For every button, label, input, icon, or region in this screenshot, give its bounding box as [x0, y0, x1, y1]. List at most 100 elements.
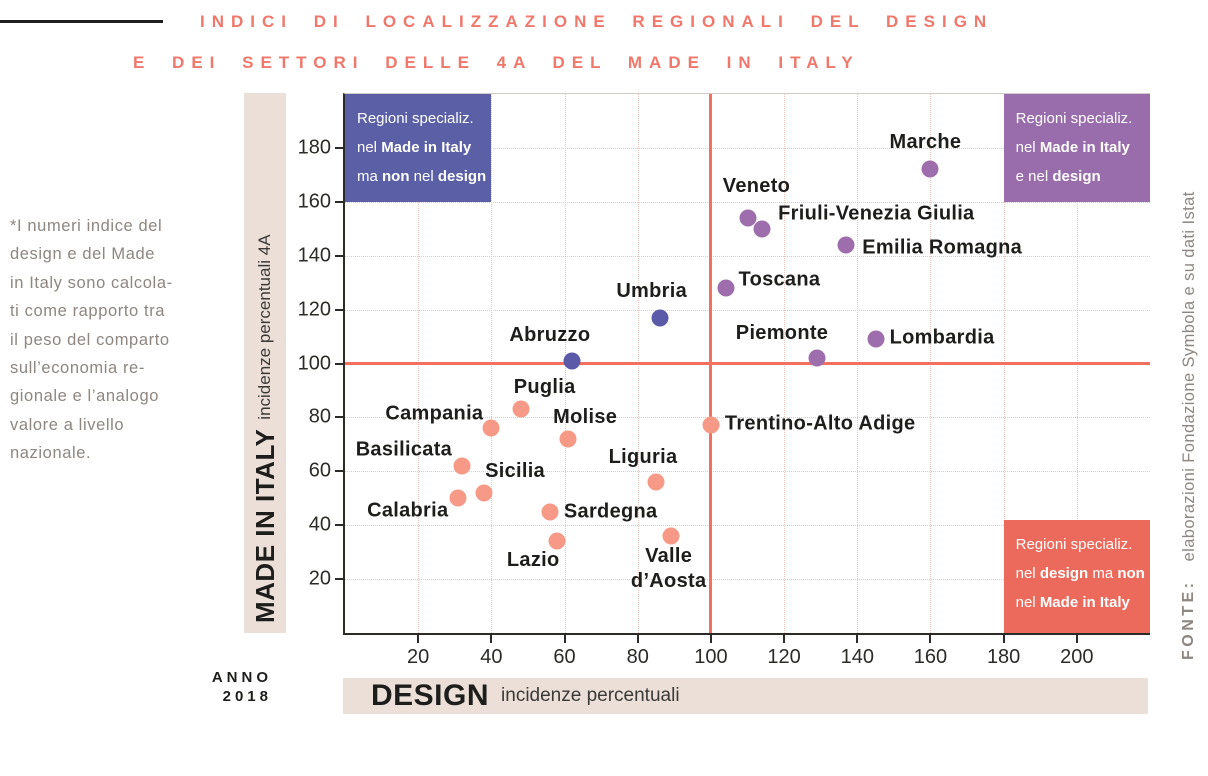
year-caption-label: ANNO — [211, 669, 272, 686]
grid-line-horizontal — [345, 471, 1150, 473]
x-tick-label: 120 — [767, 646, 801, 668]
quadrant-box-bottom-right: Regioni specializ. nel design ma non nel M… — [1003, 519, 1150, 633]
y-axis-label: MADE IN ITALY incidenze percentuali 4A — [244, 93, 286, 633]
year-caption-value: 2018 — [222, 688, 272, 705]
y-tick-label: 180 — [297, 136, 331, 159]
region-label: Campania — [385, 402, 484, 425]
y-axis-tick — [335, 524, 343, 527]
data-point-puglia — [512, 400, 530, 418]
grid-line-horizontal — [345, 201, 1150, 203]
x-tick-label: 140 — [840, 646, 874, 668]
x-axis-tick — [490, 635, 493, 643]
quadrant-box-line: Regioni specializ. — [1015, 110, 1133, 127]
region-label: Calabria — [367, 499, 449, 522]
region-label: Abruzzo — [509, 323, 591, 346]
region-label: Toscana — [738, 268, 821, 291]
y-tick-label: 20 — [308, 567, 331, 590]
source-text: elaborazioni Fondazione Symbola e su dat… — [1179, 191, 1198, 562]
quadrant-box-top-right: Regioni specializ. nel Made in Italy e nel… — [1003, 94, 1150, 202]
y-axis-title: MADE IN ITALY — [249, 428, 280, 623]
data-point-marche — [921, 160, 939, 178]
source-strip: FONTE: elaborazioni Fondazione Symbola e… — [1170, 82, 1208, 660]
data-point-piemonte — [808, 349, 826, 367]
chart-title-line-2: E DEI SETTORI DELLE 4A DEL MADE IN ITALY — [133, 53, 860, 72]
y-axis-tick — [335, 362, 343, 365]
region-label: Piemonte — [735, 322, 829, 345]
x-tick-label: 200 — [1060, 646, 1094, 668]
region-label: Veneto — [722, 174, 791, 197]
region-label: Molise — [553, 405, 618, 428]
quadrant-box-line: e nel design — [1015, 168, 1101, 185]
y-axis-label-strip: MADE IN ITALY incidenze percentuali 4A — [244, 93, 286, 633]
quadrant-box-line: Regioni specializ. — [357, 110, 474, 127]
region-label: Marche — [889, 131, 962, 154]
region-label: Emilia Romagna — [862, 236, 1023, 259]
data-point-sardegna — [541, 503, 559, 521]
grid-line-horizontal — [345, 525, 1150, 527]
quadrant-box-line: Regioni specializ. — [1015, 535, 1133, 553]
data-point-campania — [482, 419, 500, 437]
y-tick-label: 100 — [297, 352, 331, 374]
data-point-valle-d-aosta — [662, 527, 680, 545]
y-axis-tick — [335, 146, 343, 149]
grid-line-horizontal — [345, 417, 1150, 419]
data-point-molise — [559, 430, 577, 448]
x-tick-label: 100 — [694, 646, 728, 668]
year-caption: ANNO 2018 — [186, 668, 272, 706]
y-tick-label: 60 — [308, 459, 331, 482]
chart-title-line-1: INDICI DI LOCALIZZAZIONE REGIONALI DEL D… — [200, 12, 994, 31]
x-axis-tick — [856, 635, 859, 643]
y-axis-subtitle: incidenze percentuali 4A — [255, 234, 274, 420]
quadrant-box-line: nel Made in Italy — [357, 139, 472, 156]
x-axis-tick — [1075, 635, 1078, 643]
y-axis-tick — [335, 200, 343, 203]
x-axis-title: DESIGN — [371, 679, 490, 712]
quadrant-box-line: nel Made in Italy — [1015, 593, 1130, 611]
x-axis-tick — [563, 635, 566, 643]
x-tick-label: 180 — [986, 646, 1021, 668]
data-point-emilia-romagna — [837, 236, 855, 254]
y-tick-label: 80 — [308, 405, 331, 428]
source-caption: FONTE: elaborazioni Fondazione Symbola e… — [1170, 82, 1208, 660]
x-tick-label: 40 — [480, 646, 503, 668]
data-point-lazio — [548, 532, 566, 550]
source-label: FONTE: — [1180, 579, 1197, 660]
region-label: Sicilia — [485, 459, 545, 482]
y-tick-label: 140 — [297, 244, 331, 267]
region-label: Trentino-Alto Adige — [724, 412, 916, 435]
data-point-basilicata — [453, 457, 471, 475]
x-axis-tick — [929, 635, 932, 643]
x-tick-label: 60 — [553, 646, 576, 668]
y-tick-label: 160 — [297, 190, 331, 213]
x-axis-label-strip: DESIGN incidenze percentuali — [343, 678, 1148, 714]
x-axis-tick — [783, 635, 786, 643]
x-axis-tick — [1002, 635, 1005, 643]
quadrant-box-line: nel Made in Italy — [1015, 139, 1130, 156]
region-label: Puglia — [513, 376, 576, 399]
x-tick-label: 160 — [913, 646, 948, 668]
region-label: Basilicata — [355, 438, 453, 461]
x-axis-tick — [709, 635, 712, 643]
data-point-lombardia — [867, 330, 885, 348]
quadrant-box-top-left: Regioni specializ. nel Made in Italy ma no… — [345, 94, 492, 202]
region-label: Lombardia — [889, 326, 995, 349]
data-point-toscana — [717, 279, 735, 297]
data-point-umbria — [651, 309, 669, 327]
grid-line-horizontal — [345, 147, 1150, 149]
y-axis-tick — [335, 254, 343, 257]
region-label: Liguria — [608, 446, 678, 469]
footnote-text: *I numeri indice del design e del Made i… — [10, 217, 173, 463]
x-axis-tick — [417, 635, 420, 643]
quadrant-box-line: ma non nel design — [357, 168, 487, 185]
y-tick-label: 120 — [297, 298, 331, 321]
data-point-calabria — [449, 489, 467, 507]
x-axis-subtitle: incidenze percentuali — [501, 685, 680, 706]
data-point-sicilia — [475, 484, 493, 502]
data-point-veneto — [739, 209, 756, 227]
y-tick-label: 40 — [308, 513, 331, 536]
data-point-liguria — [647, 473, 665, 491]
x-axis-tick — [636, 635, 639, 643]
grid-line-horizontal — [345, 579, 1150, 581]
region-label: Umbria — [616, 279, 688, 302]
